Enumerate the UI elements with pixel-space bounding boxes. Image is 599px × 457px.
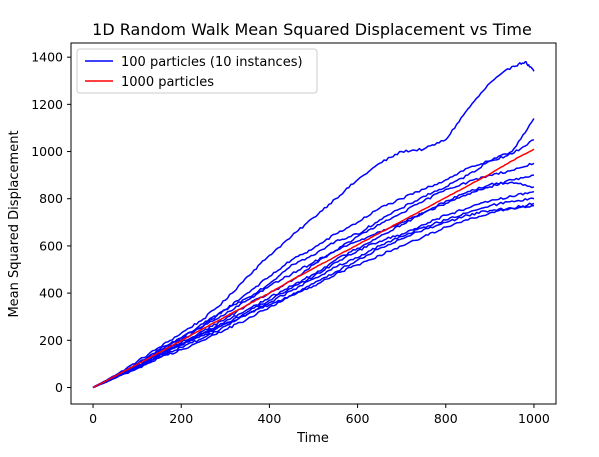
y-axis-label: Mean Squared Displacement <box>7 130 22 317</box>
y-tick-label: 1400 <box>31 50 63 65</box>
y-tick-label: 200 <box>39 333 63 348</box>
legend-label-blue: 100 particles (10 instances) <box>121 55 303 70</box>
series-line-100-particles-10 <box>92 204 535 389</box>
x-axis: 0 200 400 600 800 1000 <box>89 404 550 426</box>
series-line-100-particles-8 <box>92 197 535 389</box>
series-line-100-particles-6 <box>92 181 535 389</box>
x-tick-label: 400 <box>257 411 281 426</box>
legend-label-red: 1000 particles <box>121 75 214 90</box>
series-line-1000-particles <box>92 148 535 389</box>
x-tick-label: 1000 <box>518 411 550 426</box>
y-axis: 0 200 400 600 800 1000 1200 1400 <box>31 50 71 395</box>
x-tick-label: 600 <box>346 411 370 426</box>
chart-title: 1D Random Walk Mean Squared Displacement… <box>92 20 532 39</box>
y-tick-label: 400 <box>39 286 63 301</box>
x-tick-label: 800 <box>434 411 458 426</box>
y-tick-label: 800 <box>39 191 63 206</box>
x-tick-label: 200 <box>169 411 193 426</box>
x-tick-label: 0 <box>89 411 97 426</box>
series-line-100-particles-9 <box>92 202 535 389</box>
plot-frame <box>70 42 557 405</box>
y-tick-label: 1200 <box>31 97 63 112</box>
y-tick-label: 1000 <box>31 144 63 159</box>
legend-box <box>76 48 318 94</box>
series-line-100-particles-7 <box>92 190 535 389</box>
series-layer <box>92 61 535 389</box>
series-line-100-particles-1 <box>92 61 535 389</box>
y-tick-label: 600 <box>39 238 63 253</box>
legend: 100 particles (10 instances) 1000 partic… <box>76 48 318 94</box>
y-tick-label: 0 <box>55 380 63 395</box>
series-line-100-particles-3 <box>92 139 535 389</box>
x-axis-label: Time <box>296 431 329 446</box>
